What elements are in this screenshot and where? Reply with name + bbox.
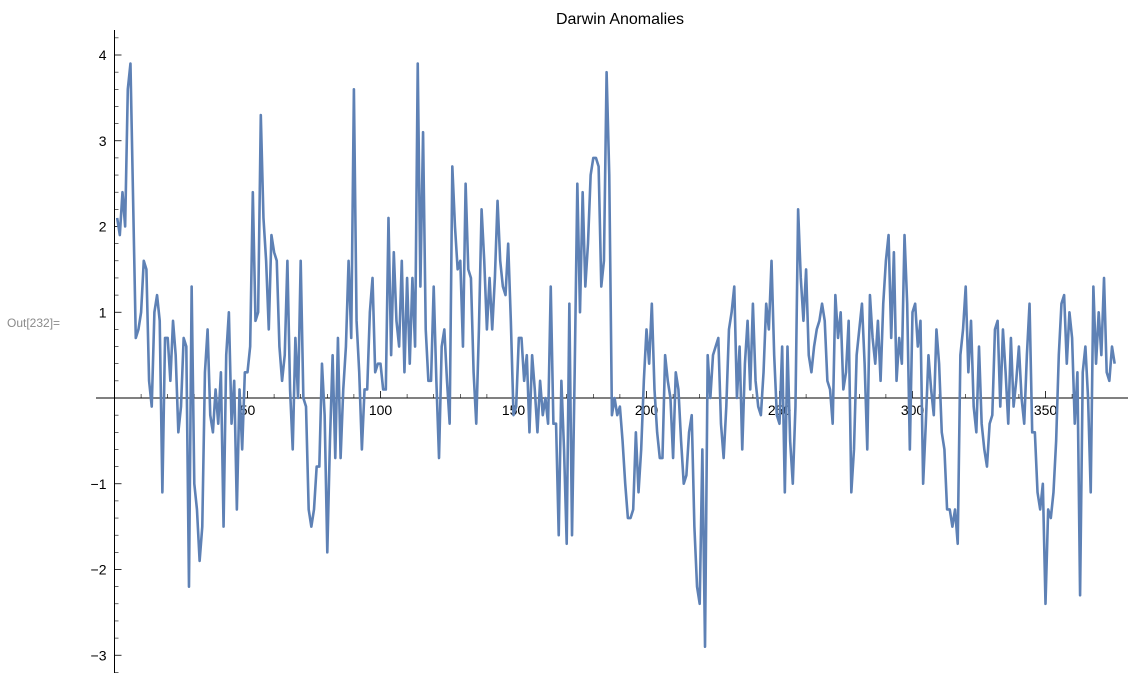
y-tick-label: 3 [99,133,107,149]
y-tick-label: 4 [99,47,107,63]
series-line [115,62,1116,648]
y-tick-label: −2 [91,562,107,578]
output-cell-label: Out[232]= [7,316,61,330]
y-tick-label: 1 [99,304,107,320]
y-tick-label: −1 [91,476,107,492]
chart-title: Darwin Anomalies [556,11,684,28]
x-tick-label: 300 [901,402,925,418]
x-tick-label: 100 [369,402,393,418]
x-tick-label: 350 [1034,402,1058,418]
y-tick-label: 2 [99,219,107,235]
y-tick-label: −3 [91,647,107,663]
x-tick-label: 200 [635,402,659,418]
